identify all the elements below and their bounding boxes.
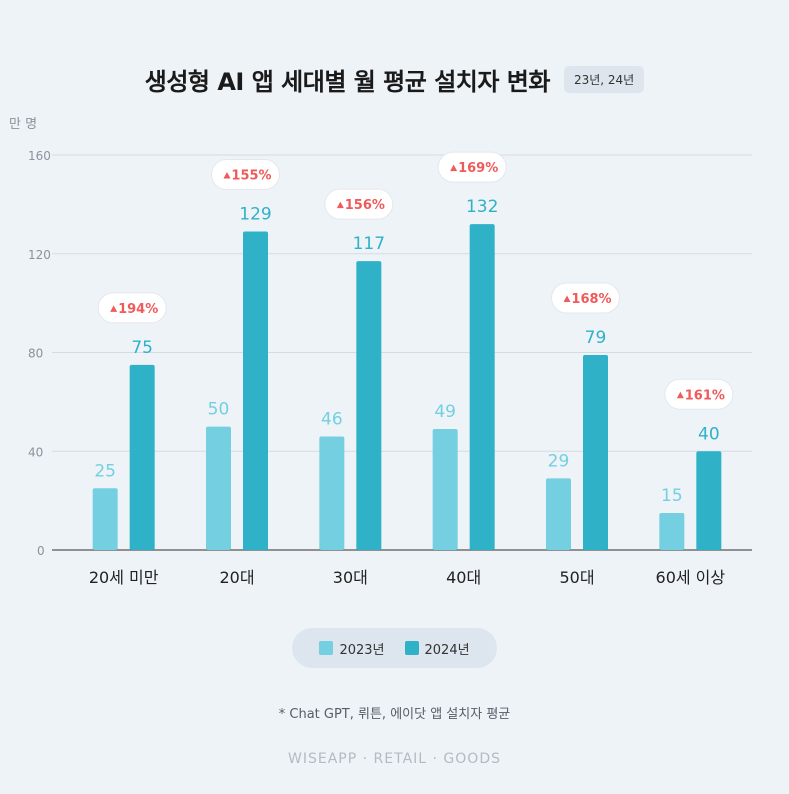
data-label-2023: 15	[661, 486, 683, 506]
legend-swatch-2023	[319, 641, 334, 655]
up-arrow-icon	[450, 164, 458, 172]
bar-2023	[206, 426, 231, 550]
data-label-2023: 29	[548, 451, 570, 471]
data-label-2023: 46	[321, 409, 343, 429]
up-arrow-icon	[563, 295, 571, 302]
legend-item-2024: 2024년	[404, 639, 470, 658]
legend-label-2024: 2024년	[424, 642, 470, 658]
y-tick-label: 0	[37, 544, 45, 558]
bar-chart: 0 40 80 120 160 25 75 194% 20세 미만 50 129 155% 20대 46 1…	[28, 149, 752, 587]
x-tick-label: 60세 이상	[656, 568, 726, 587]
y-axis-unit: 만 명	[9, 117, 38, 132]
data-label-2024: 117	[353, 234, 385, 254]
data-label-2023: 50	[208, 400, 230, 420]
chart-header: 생성형 AI 앱 세대별 월 평균 설치자 변화 23년, 24년	[0, 62, 789, 97]
change-label: 194%	[118, 302, 158, 317]
data-label-2024: 40	[698, 424, 720, 444]
data-label-2024: 129	[239, 205, 271, 225]
bar-2024	[469, 224, 495, 550]
up-arrow-icon	[223, 172, 231, 179]
change-pill	[324, 188, 394, 220]
change-label: 168%	[571, 292, 611, 307]
y-tick-label: 120	[28, 248, 51, 262]
change-pill	[551, 282, 620, 314]
data-label-2024: 75	[131, 338, 153, 358]
change-pill	[97, 292, 167, 324]
bar-2024	[583, 354, 608, 550]
data-label-2023: 49	[434, 402, 456, 422]
change-pill	[211, 159, 280, 191]
bar-2023	[546, 478, 571, 550]
bar-2023	[432, 429, 458, 550]
change-pill	[664, 378, 734, 410]
data-label-2023: 25	[94, 461, 116, 481]
data-label-2024: 79	[585, 328, 607, 348]
up-arrow-icon	[336, 201, 344, 209]
bar-2024	[356, 261, 382, 550]
bar-2024	[129, 364, 155, 550]
footnote: * Chat GPT, 뤼튼, 에이닷 앱 설치자 평균	[278, 707, 511, 722]
bar-2023	[319, 436, 345, 550]
legend-swatch-2024	[404, 641, 419, 655]
x-tick-label: 40대	[446, 568, 481, 587]
up-arrow-icon	[676, 391, 684, 399]
x-tick-label: 30대	[333, 568, 368, 587]
y-tick-label: 80	[28, 347, 43, 361]
legend: 2023년 2024년	[292, 628, 497, 668]
legend-label-2023: 2023년	[339, 642, 385, 658]
bar-2023	[92, 488, 118, 550]
change-label: 169%	[458, 161, 498, 176]
brand-watermark: WISEAPP · RETAIL · GOODS	[288, 751, 501, 767]
period-badge: 23년, 24년	[563, 66, 645, 93]
bar-2024	[243, 231, 268, 550]
up-arrow-icon	[110, 305, 118, 312]
x-tick-label: 50대	[559, 568, 594, 587]
bar-2024	[696, 451, 722, 550]
y-tick-label: 160	[28, 149, 51, 163]
change-label: 156%	[345, 198, 385, 213]
chart-title: 생성형 AI 앱 세대별 월 평균 설치자 변화	[144, 68, 551, 96]
x-tick-label: 20세 미만	[89, 568, 159, 587]
bar-2023	[659, 512, 685, 550]
change-pill	[437, 151, 507, 183]
y-tick-label: 40	[28, 445, 43, 459]
data-label-2024: 132	[466, 197, 498, 217]
legend-item-2023: 2023년	[319, 639, 385, 658]
change-label: 161%	[685, 388, 725, 403]
x-tick-label: 20대	[219, 568, 254, 587]
change-label: 155%	[231, 169, 271, 184]
